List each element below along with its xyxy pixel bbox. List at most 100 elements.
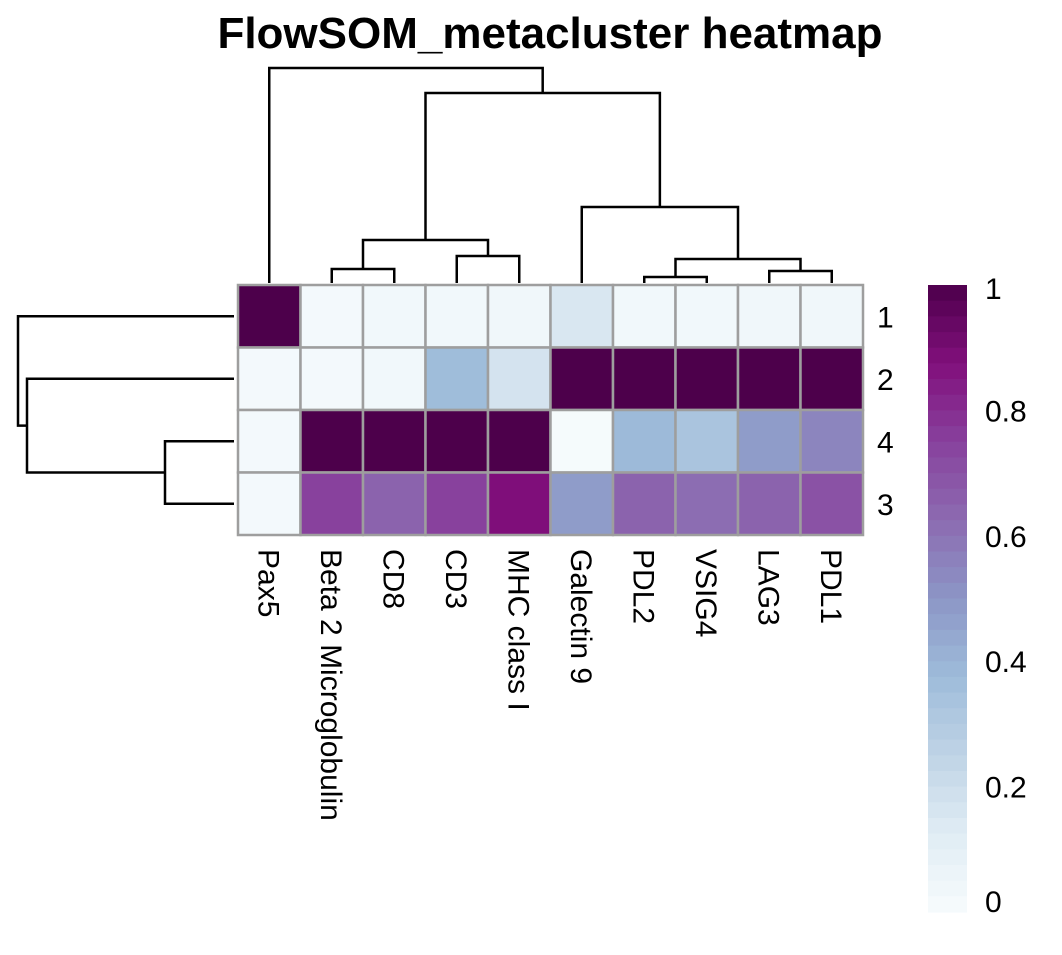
- legend-swatch: [928, 394, 967, 411]
- column-label: VSIG4: [689, 549, 722, 637]
- legend-swatch: [928, 551, 967, 568]
- heatmap-cell: [549, 471, 615, 537]
- column-label: PDL1: [814, 549, 847, 624]
- column-label: MHC class I: [501, 549, 534, 711]
- legend-swatch: [928, 692, 967, 709]
- heatmap-cell: [549, 408, 615, 474]
- legend-swatch: [928, 488, 967, 506]
- heatmap-cell: [736, 408, 802, 474]
- legend-swatch: [928, 567, 967, 584]
- row-label: 2: [877, 364, 894, 397]
- heatmap-cell: [611, 471, 677, 537]
- heatmap-cell: [674, 346, 740, 412]
- heatmap-cell: [674, 471, 740, 537]
- heatmap-cell: [424, 283, 490, 349]
- column-dendrogram-link: [643, 275, 708, 283]
- heatmap-cell: [799, 471, 865, 537]
- legend-swatch: [928, 661, 967, 678]
- chart-title: FlowSOM_metacluster heatmap: [217, 9, 882, 58]
- heatmap-cell: [299, 408, 365, 474]
- heatmap-cell: [486, 471, 552, 537]
- heatmap-cell: [549, 346, 615, 412]
- heatmap-cell: [736, 346, 802, 412]
- row-dendrogram: [16, 315, 234, 505]
- legend-swatch: [928, 849, 967, 866]
- heatmap-cell: [674, 408, 740, 474]
- column-dendrogram-link: [580, 205, 740, 283]
- legend-swatch: [928, 770, 967, 788]
- row-label: 4: [877, 426, 894, 459]
- legend-swatch: [928, 332, 967, 349]
- heatmap-cell: [736, 283, 802, 349]
- column-labels: Pax5 Beta 2 Microglobulin CD8 CD3 MHC class …: [251, 549, 847, 821]
- legend-swatch: [928, 410, 967, 427]
- heatmap-cell: [236, 346, 302, 412]
- legend-swatch: [928, 457, 967, 474]
- heatmap-cell: [674, 283, 740, 349]
- heatmap-cell: [424, 408, 490, 474]
- legend-swatch: [928, 864, 967, 882]
- row-dendrogram-link: [16, 315, 234, 427]
- legend-swatch: [928, 347, 967, 364]
- legend-swatch: [928, 880, 967, 897]
- legend-swatch: [928, 363, 967, 380]
- column-dendrogram-link: [330, 267, 396, 283]
- legend-tick-label: 1: [985, 273, 1002, 306]
- column-label: CD3: [439, 549, 472, 609]
- legend-swatch: [928, 739, 967, 756]
- row-label: 3: [877, 489, 894, 522]
- row-dendrogram-link: [163, 440, 234, 505]
- heatmap-cell: [236, 283, 302, 349]
- heatmap-cell: [799, 408, 865, 474]
- legend-swatch: [928, 582, 967, 600]
- legend-tick-label: 0.8: [985, 395, 1027, 428]
- column-label: CD8: [376, 549, 409, 609]
- legend-swatch: [928, 896, 967, 913]
- legend-swatch: [928, 723, 967, 741]
- column-label: Beta 2 Microglobulin: [314, 549, 347, 821]
- legend-swatch: [928, 629, 967, 647]
- heatmap-cell: [486, 346, 552, 412]
- heatmap-cell: [486, 408, 552, 474]
- legend-swatch: [928, 316, 967, 333]
- legend-tick-label: 0.2: [985, 772, 1027, 805]
- heatmap-cells: [236, 283, 865, 537]
- heatmap-cell: [236, 408, 302, 474]
- heatmap-cell: [236, 471, 302, 537]
- legend-swatch: [928, 598, 967, 615]
- heatmap-cell: [299, 346, 365, 412]
- column-label: Galectin 9: [564, 549, 597, 684]
- legend-swatch: [928, 379, 967, 396]
- legend-swatch: [928, 755, 967, 772]
- legend-swatch: [928, 520, 967, 537]
- heatmap-cell: [424, 471, 490, 537]
- row-label: 1: [877, 301, 894, 334]
- heatmap-cell: [361, 408, 427, 474]
- heatmap-cell: [611, 283, 677, 349]
- heatmap-cell: [549, 283, 615, 349]
- legend-swatch: [928, 708, 967, 725]
- column-dendrogram-link: [674, 257, 802, 277]
- legend-swatch: [928, 473, 967, 490]
- legend-tick-label: 0: [985, 886, 1002, 919]
- row-labels: 1 2 4 3: [877, 301, 894, 522]
- legend-swatch: [928, 441, 967, 459]
- heatmap-cell: [611, 346, 677, 412]
- column-dendrogram-link: [424, 91, 662, 240]
- column-label: Pax5: [251, 549, 284, 617]
- heatmap-cell: [486, 283, 552, 349]
- legend-swatch: [928, 285, 967, 302]
- column-dendrogram: [268, 66, 833, 283]
- column-dendrogram-link: [361, 238, 490, 269]
- heatmap-cell: [736, 471, 802, 537]
- legend-swatch: [928, 833, 967, 850]
- column-dendrogram-link: [455, 254, 521, 283]
- heatmap-cell: [361, 471, 427, 537]
- column-dendrogram-link: [768, 269, 833, 283]
- legend-swatch: [928, 426, 967, 443]
- heatmap-cell: [299, 471, 365, 537]
- heatmap-cell: [361, 346, 427, 412]
- column-label: LAG3: [751, 549, 784, 626]
- legend-swatch: [928, 802, 967, 819]
